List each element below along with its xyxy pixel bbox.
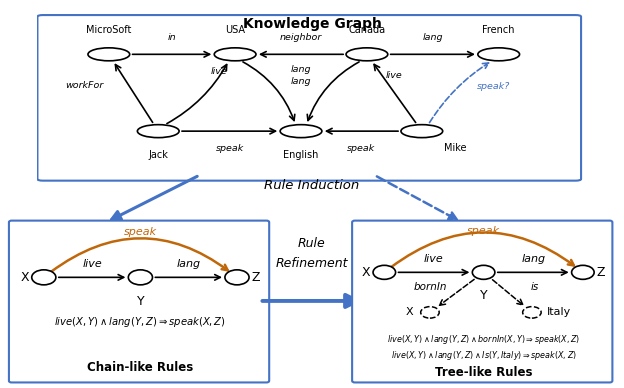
FancyBboxPatch shape — [352, 221, 612, 383]
Text: Y: Y — [480, 289, 487, 302]
Circle shape — [214, 48, 256, 61]
Text: X: X — [21, 271, 29, 284]
Text: is: is — [530, 282, 539, 292]
Circle shape — [346, 48, 388, 61]
Circle shape — [88, 48, 130, 61]
Text: Italy: Italy — [547, 307, 571, 317]
Text: workFor: workFor — [65, 81, 103, 90]
Text: lang: lang — [422, 33, 443, 42]
Text: X: X — [406, 307, 413, 317]
Text: in: in — [168, 33, 177, 42]
Text: MicroSoft: MicroSoft — [86, 26, 132, 35]
Circle shape — [472, 265, 495, 279]
Text: $live(X,Y)\wedge lang(Y,Z)\wedge bornIn(X,Y)\Rightarrow speak(X,Z)$: $live(X,Y)\wedge lang(Y,Z)\wedge bornIn(… — [387, 333, 580, 346]
Circle shape — [478, 48, 520, 61]
Text: Z: Z — [597, 266, 605, 279]
Text: Refinement: Refinement — [276, 257, 348, 270]
Circle shape — [32, 270, 56, 285]
Circle shape — [129, 270, 152, 285]
Text: speak: speak — [215, 144, 244, 153]
Text: live: live — [386, 71, 402, 80]
Text: neighbor: neighbor — [280, 33, 322, 42]
Circle shape — [401, 125, 442, 138]
Circle shape — [373, 265, 396, 279]
Text: Jack: Jack — [149, 150, 168, 160]
Text: X: X — [362, 266, 371, 279]
Circle shape — [225, 270, 249, 285]
FancyBboxPatch shape — [9, 221, 269, 383]
Circle shape — [523, 307, 541, 318]
Text: live: live — [82, 259, 102, 269]
Text: lang: lang — [521, 254, 545, 264]
Text: lang: lang — [177, 259, 201, 269]
Text: French: French — [482, 26, 515, 35]
Text: Y: Y — [137, 295, 144, 308]
FancyBboxPatch shape — [37, 15, 581, 181]
Text: USA: USA — [225, 26, 245, 35]
Text: lang: lang — [291, 65, 311, 74]
Text: Z: Z — [251, 271, 260, 284]
Text: speak: speak — [467, 226, 500, 236]
Text: Canada: Canada — [348, 26, 386, 35]
Text: live: live — [210, 67, 227, 76]
Text: bornIn: bornIn — [413, 282, 447, 292]
Circle shape — [280, 125, 322, 138]
Circle shape — [572, 265, 594, 279]
Text: Chain-like Rules: Chain-like Rules — [87, 361, 193, 374]
Text: Tree-like Rules: Tree-like Rules — [435, 366, 532, 379]
Text: Knowledge Graph: Knowledge Graph — [243, 17, 381, 31]
Text: Rule Induction: Rule Induction — [265, 179, 359, 192]
Text: speak?: speak? — [477, 82, 510, 91]
Text: lang: lang — [291, 77, 311, 86]
Circle shape — [137, 125, 179, 138]
Text: speak: speak — [348, 144, 376, 153]
Text: Rule: Rule — [298, 237, 326, 250]
Text: English: English — [283, 150, 319, 160]
Text: $live(X,Y)\wedge lang(Y,Z)\wedge Is(Y,Italy)\Rightarrow speak(X,Z)$: $live(X,Y)\wedge lang(Y,Z)\wedge Is(Y,It… — [391, 349, 577, 362]
Text: live: live — [424, 254, 444, 264]
Text: Mike: Mike — [444, 143, 466, 153]
Text: $live(X,Y)\wedge lang(Y,Z)\Rightarrow speak(X,Z)$: $live(X,Y)\wedge lang(Y,Z)\Rightarrow sp… — [54, 315, 227, 329]
Circle shape — [421, 307, 439, 318]
Text: speak: speak — [124, 227, 157, 237]
